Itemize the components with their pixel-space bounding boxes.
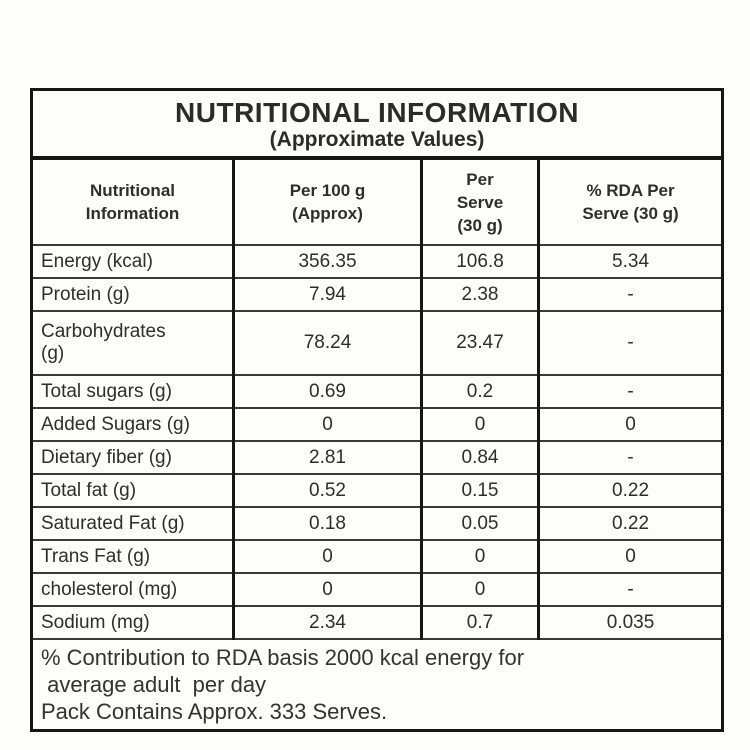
table-title-cell: NUTRITIONAL INFORMATION (Approximate Val… xyxy=(31,89,723,160)
row-label: Saturated Fat (g) xyxy=(31,507,234,541)
row-label: Total fat (g) xyxy=(31,474,234,508)
table-title: NUTRITIONAL INFORMATION xyxy=(175,97,580,128)
rda-value: 0 xyxy=(536,540,723,574)
table-row-total-sugars: Total sugars (g) 0.69 0.2 - xyxy=(31,375,723,409)
per-serve-value: 0.2 xyxy=(420,375,539,409)
table-subtitle: (Approximate Values) xyxy=(269,128,485,151)
footnote-line-1: % Contribution to RDA basis 2000 kcal en… xyxy=(41,644,525,670)
column-header-per-serve: Per Serve (30 g) xyxy=(420,158,539,246)
row-label: Carbohydrates (g) xyxy=(31,311,234,376)
per-serve-value: 0 xyxy=(420,408,539,442)
table-row-saturated-fat: Saturated Fat (g) 0.18 0.05 0.22 xyxy=(31,507,723,541)
table-row-carbohydrates: Carbohydrates (g) 78.24 23.47 - xyxy=(31,311,723,376)
per-serve-value: 0.05 xyxy=(420,507,539,541)
per-serve-value: 0 xyxy=(420,573,539,607)
per-serve-value: 0.7 xyxy=(420,606,539,640)
per-serve-value: 106.8 xyxy=(420,245,539,279)
per-100g-value: 0.69 xyxy=(232,375,422,409)
per-serve-value: 2.38 xyxy=(420,278,539,312)
rda-value: - xyxy=(536,573,723,607)
row-label: Energy (kcal) xyxy=(31,245,234,279)
table-row-trans-fat: Trans Fat (g) 0 0 0 xyxy=(31,540,723,574)
rda-value: 0.22 xyxy=(536,507,723,541)
per-100g-value: 2.34 xyxy=(232,606,422,640)
per-serve-value: 0 xyxy=(420,540,539,574)
nutrition-facts-table: NUTRITIONAL INFORMATION (Approximate Val… xyxy=(30,88,725,732)
table-row-cholesterol: cholesterol (mg) 0 0 - xyxy=(31,573,723,607)
rda-value: - xyxy=(536,311,723,376)
per-serve-value: 23.47 xyxy=(420,311,539,376)
rda-value: 5.34 xyxy=(536,245,723,279)
per-100g-value: 7.94 xyxy=(232,278,422,312)
per-100g-value: 0 xyxy=(232,540,422,574)
table-row-energy: Energy (kcal) 356.35 106.8 5.34 xyxy=(31,245,723,279)
per-100g-value: 0.52 xyxy=(232,474,422,508)
per-serve-value: 0.84 xyxy=(420,441,539,475)
per-100g-value: 0.18 xyxy=(232,507,422,541)
per-100g-value: 78.24 xyxy=(232,311,422,376)
table-header-row: Nutritional Information Per 100 g (Appro… xyxy=(31,158,723,246)
rda-value: - xyxy=(536,375,723,409)
per-serve-value: 0.15 xyxy=(420,474,539,508)
rda-value: - xyxy=(536,441,723,475)
row-label: Total sugars (g) xyxy=(31,375,234,409)
table-row-dietary-fiber: Dietary fiber (g) 2.81 0.84 - xyxy=(31,441,723,475)
rda-value: 0.22 xyxy=(536,474,723,508)
table-title-row: NUTRITIONAL INFORMATION (Approximate Val… xyxy=(31,89,723,160)
table-row-added-sugars: Added Sugars (g) 0 0 0 xyxy=(31,408,723,442)
column-header-per-100g: Per 100 g (Approx) xyxy=(232,158,422,246)
table-row-protein: Protein (g) 7.94 2.38 - xyxy=(31,278,723,312)
table-footnote-cell: % Contribution to RDA basis 2000 kcal en… xyxy=(32,639,723,731)
row-label: cholesterol (mg) xyxy=(31,573,234,607)
footnote-line-2: average adult per day xyxy=(41,671,267,697)
table-row-total-fat: Total fat (g) 0.52 0.15 0.22 xyxy=(31,474,723,508)
per-100g-value: 356.35 xyxy=(232,245,422,279)
column-header-nutritional-information: Nutritional Information xyxy=(31,158,234,246)
footnote-line-3: Pack Contains Approx. 333 Serves. xyxy=(41,698,388,724)
per-100g-value: 2.81 xyxy=(232,441,422,475)
table-footnote-row: % Contribution to RDA basis 2000 kcal en… xyxy=(32,639,723,731)
row-label: Protein (g) xyxy=(31,278,234,312)
table-row-sodium: Sodium (mg) 2.34 0.7 0.035 xyxy=(31,606,723,640)
per-100g-value: 0 xyxy=(232,573,422,607)
row-label: Dietary fiber (g) xyxy=(31,441,234,475)
rda-value: 0 xyxy=(536,408,723,442)
row-label: Sodium (mg) xyxy=(31,606,234,640)
rda-value: 0.035 xyxy=(536,606,723,640)
row-label: Added Sugars (g) xyxy=(31,408,234,442)
per-100g-value: 0 xyxy=(232,408,422,442)
column-header-rda-per-serve: % RDA Per Serve (30 g) xyxy=(536,158,723,246)
row-label: Trans Fat (g) xyxy=(31,540,234,574)
rda-value: - xyxy=(536,278,723,312)
